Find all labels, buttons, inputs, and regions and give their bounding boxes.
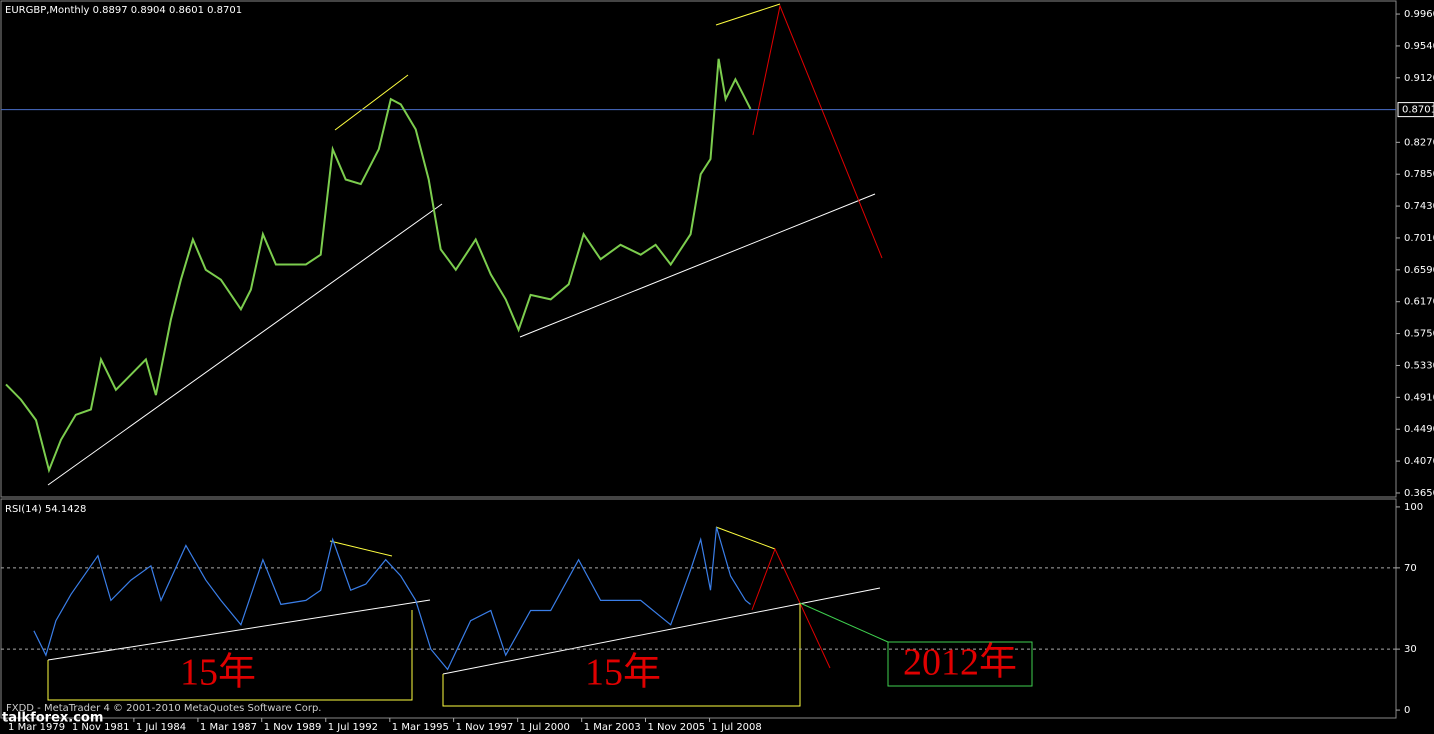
x-tick-label: 1 Mar 1979	[8, 722, 65, 733]
x-tick-label: 1 Mar 2003	[584, 722, 641, 733]
annotation: 15年	[585, 652, 661, 694]
price-drawings	[47, 3, 883, 486]
x-tick-label: 1 Nov 2005	[647, 722, 705, 733]
data-line	[5, 58, 752, 474]
x-tick-label: 1 Jul 1992	[328, 722, 378, 733]
x-tick-label: 1 Nov 1981	[72, 722, 130, 733]
annotation: 15年	[180, 652, 256, 694]
y-tick-label: 100	[1404, 502, 1423, 513]
y-tick-label: 30	[1404, 644, 1417, 655]
price-title: EURGBP,Monthly 0.8897 0.8904 0.8601 0.87…	[5, 5, 242, 16]
y-tick-label: 70	[1404, 563, 1417, 574]
x-tick-label: 1 Jul 2000	[520, 722, 570, 733]
current-price-box	[1397, 102, 1434, 118]
y-tick-label: 0	[1404, 705, 1410, 716]
x-tick-label: 1 Nov 1989	[264, 722, 322, 733]
x-tick-label: 1 Mar 1995	[392, 722, 449, 733]
x-tick-label: 1 Nov 1997	[456, 722, 514, 733]
price-panel-frame	[0, 0, 1397, 498]
rsi-drawings	[47, 526, 1033, 707]
x-tick-label: 1 Jul 1984	[136, 722, 186, 733]
current-price-label: 0.8701	[1402, 105, 1434, 116]
x-tick-label: 1 Jul 2008	[712, 722, 762, 733]
x-tick-label: 1 Mar 1987	[200, 722, 257, 733]
annotation: 2012年	[903, 642, 1017, 684]
watermark: talkforex.com	[2, 711, 103, 726]
rsi-panel-frame	[0, 498, 1397, 719]
rsi-title: RSI(14) 54.1428	[5, 504, 86, 515]
data-line	[33, 527, 751, 671]
footer: FXDD - MetaTrader 4 © 2001-2010 MetaQuot…	[6, 703, 322, 714]
